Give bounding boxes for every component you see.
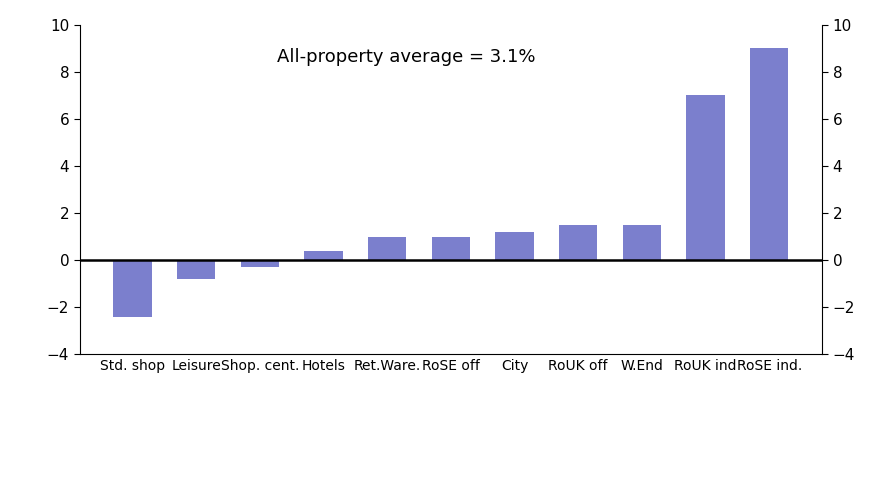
- Bar: [495, 232, 534, 260]
- Text: All-property average = 3.1%: All-property average = 3.1%: [277, 48, 536, 65]
- Bar: [304, 250, 343, 260]
- Bar: [559, 225, 598, 260]
- Bar: [687, 95, 725, 260]
- Bar: [751, 48, 789, 260]
- Bar: [368, 237, 407, 260]
- Bar: [177, 260, 215, 279]
- Bar: [113, 260, 151, 316]
- Bar: [240, 260, 278, 267]
- Bar: [431, 237, 470, 260]
- Bar: [623, 225, 661, 260]
